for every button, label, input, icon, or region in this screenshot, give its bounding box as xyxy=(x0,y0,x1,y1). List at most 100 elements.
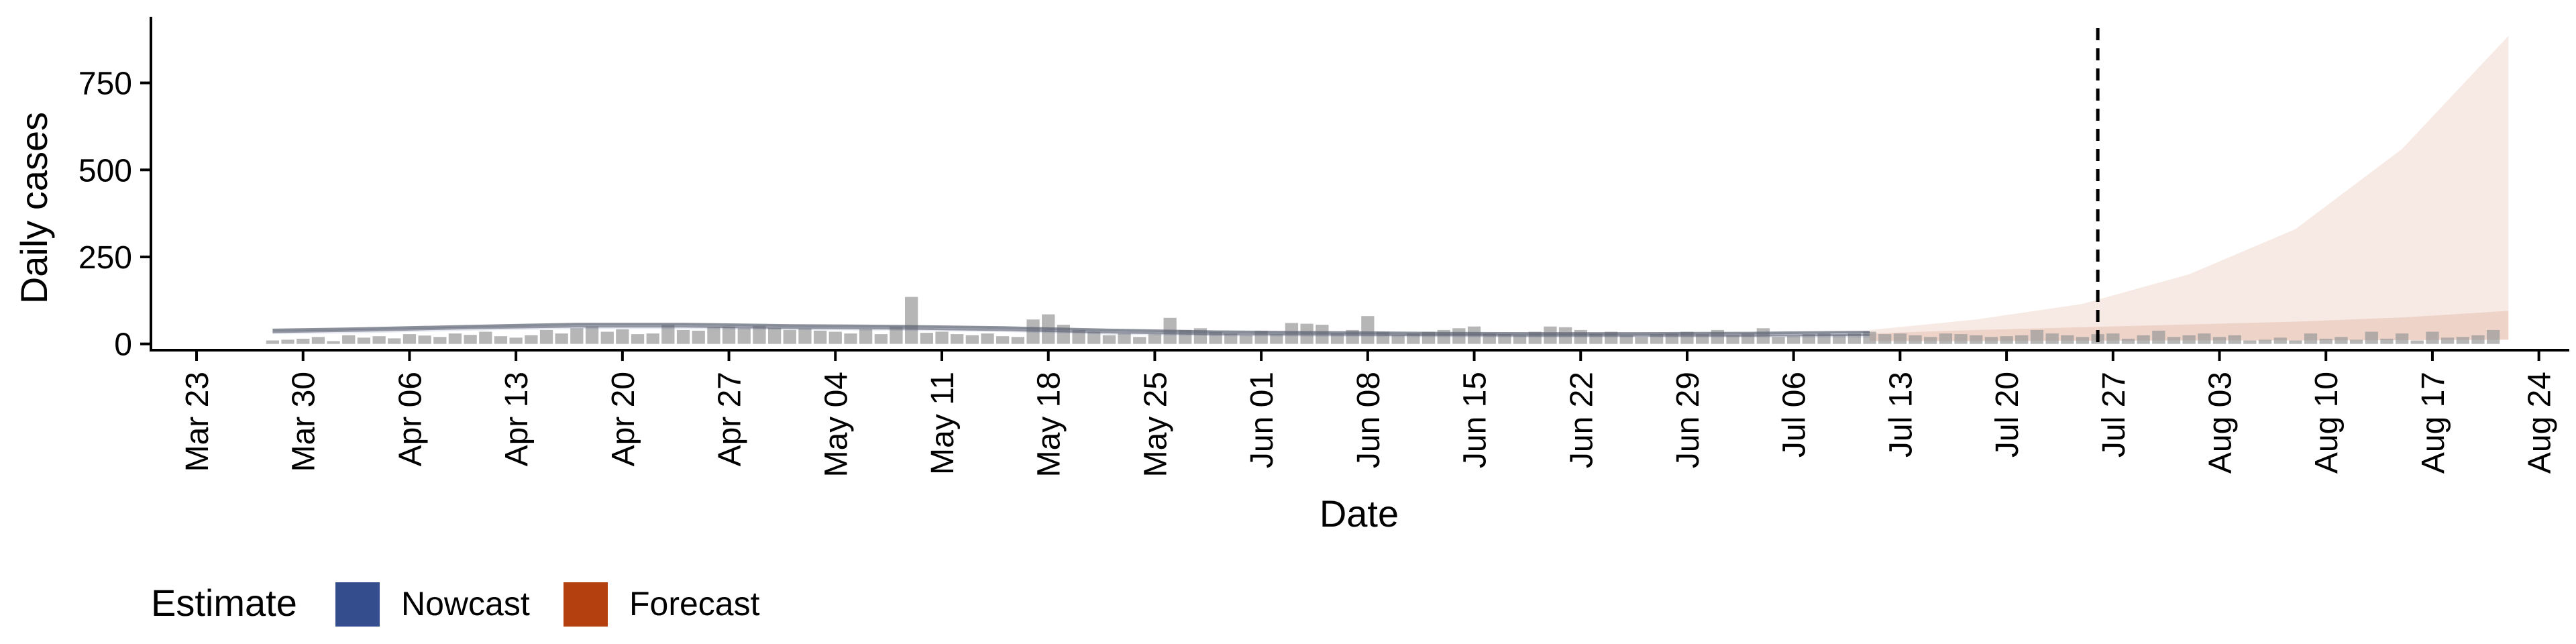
x-tick-label: Apr 27 xyxy=(712,372,748,466)
case-bar xyxy=(1513,335,1527,344)
x-tick-label: Jun 08 xyxy=(1351,372,1387,468)
legend: Estimate Nowcast Forecast xyxy=(151,582,760,627)
case-bar xyxy=(1939,333,1953,344)
case-bar xyxy=(1087,331,1101,344)
case-bar xyxy=(2258,339,2272,344)
case-bar xyxy=(2137,335,2150,344)
case-bar xyxy=(2273,337,2287,344)
y-tick-label: 0 xyxy=(114,327,132,363)
case-bar xyxy=(1391,335,1405,344)
case-bar xyxy=(494,336,508,344)
case-bar xyxy=(737,328,751,344)
case-bar xyxy=(981,333,994,344)
case-bar xyxy=(1498,334,1511,344)
case-bar xyxy=(327,341,340,344)
case-bar xyxy=(2487,329,2500,344)
case-bar xyxy=(1650,334,1664,344)
case-bar xyxy=(1133,337,1146,344)
case-bar xyxy=(1102,335,1116,344)
case-bar xyxy=(2289,340,2302,344)
case-bar xyxy=(2198,333,2211,344)
case-bar xyxy=(798,328,812,344)
case-bar xyxy=(2167,337,2181,344)
case-bar xyxy=(1802,334,1815,344)
case-bar xyxy=(1270,334,1283,344)
case-bar xyxy=(1726,335,1739,344)
case-bar xyxy=(996,336,1010,344)
x-tick-label: May 25 xyxy=(1138,372,1173,477)
case-bar xyxy=(1909,335,1922,344)
case-bar xyxy=(418,335,431,344)
case-bar xyxy=(768,327,782,344)
case-bar xyxy=(388,338,401,344)
case-bar xyxy=(2304,333,2318,344)
case-bar xyxy=(2182,335,2196,344)
x-tick-label: May 11 xyxy=(925,372,961,475)
x-tick-label: Mar 30 xyxy=(286,372,322,472)
case-bar xyxy=(1954,334,1968,344)
case-bar xyxy=(2121,338,2135,344)
legend-swatch-nowcast xyxy=(335,582,380,627)
case-bar xyxy=(1118,333,1131,344)
case-bar xyxy=(342,335,356,344)
case-bar xyxy=(859,329,873,344)
y-axis-title: Daily cases xyxy=(13,112,55,304)
case-bar xyxy=(1224,333,1238,344)
case-bar xyxy=(2441,337,2455,344)
forecast-outer-band xyxy=(1870,36,2509,341)
case-bar xyxy=(2045,333,2059,344)
x-tick-label: Jul 13 xyxy=(1883,372,1919,458)
case-bar xyxy=(1924,337,1937,344)
case-bar xyxy=(1148,334,1162,344)
case-bar xyxy=(935,331,949,344)
case-bar xyxy=(2106,333,2120,344)
legend-label-nowcast: Nowcast xyxy=(401,585,530,623)
x-axis-title: Date xyxy=(1320,492,1399,535)
x-tick-label: Aug 10 xyxy=(2309,372,2345,474)
case-bar xyxy=(555,333,568,344)
x-axis-ticks: Mar 23 Mar 30 Apr 06 Apr 13 Apr 20 Apr 27 May … xyxy=(180,350,2558,477)
case-bar xyxy=(2076,337,2090,344)
case-bar xyxy=(1833,335,1846,344)
x-tick-label: Aug 03 xyxy=(2203,372,2239,474)
legend-label-forecast: Forecast xyxy=(629,585,760,623)
case-bar xyxy=(1072,329,1085,344)
case-bar xyxy=(1787,336,1801,344)
case-bar xyxy=(509,337,523,344)
case-bar xyxy=(311,337,325,344)
x-tick-label: Jun 01 xyxy=(1244,372,1280,468)
case-bar xyxy=(2030,329,2044,344)
case-bar xyxy=(2334,337,2348,344)
case-bar xyxy=(1878,334,1892,344)
case-bar xyxy=(539,329,553,344)
x-tick-label: May 18 xyxy=(1032,372,1067,477)
case-bar xyxy=(2212,337,2226,344)
case-bar xyxy=(600,331,614,344)
case-bar xyxy=(2380,338,2394,344)
case-bar xyxy=(1893,333,1907,344)
case-bar xyxy=(828,331,842,344)
case-bar xyxy=(2456,337,2469,344)
case-bar xyxy=(722,326,736,344)
case-bar xyxy=(2000,336,2013,344)
case-bar xyxy=(448,333,462,344)
case-bar xyxy=(646,333,659,344)
y-tick-label: 500 xyxy=(78,153,132,189)
case-bar xyxy=(2015,335,2029,344)
case-bar xyxy=(965,335,979,344)
x-tick-label: Apr 20 xyxy=(606,372,641,466)
case-bar xyxy=(905,297,918,344)
case-bar xyxy=(2228,335,2241,344)
case-bar xyxy=(814,330,827,344)
y-tick-label: 750 xyxy=(78,66,132,102)
case-bar xyxy=(570,328,584,344)
case-bar xyxy=(372,336,386,344)
nowcast-median-line xyxy=(272,325,1870,337)
case-bar xyxy=(297,338,310,344)
case-bar xyxy=(890,326,903,344)
case-bar xyxy=(2426,331,2439,344)
case-bar xyxy=(1847,333,1861,344)
case-bar xyxy=(1011,337,1024,344)
case-bar xyxy=(1696,334,1709,344)
